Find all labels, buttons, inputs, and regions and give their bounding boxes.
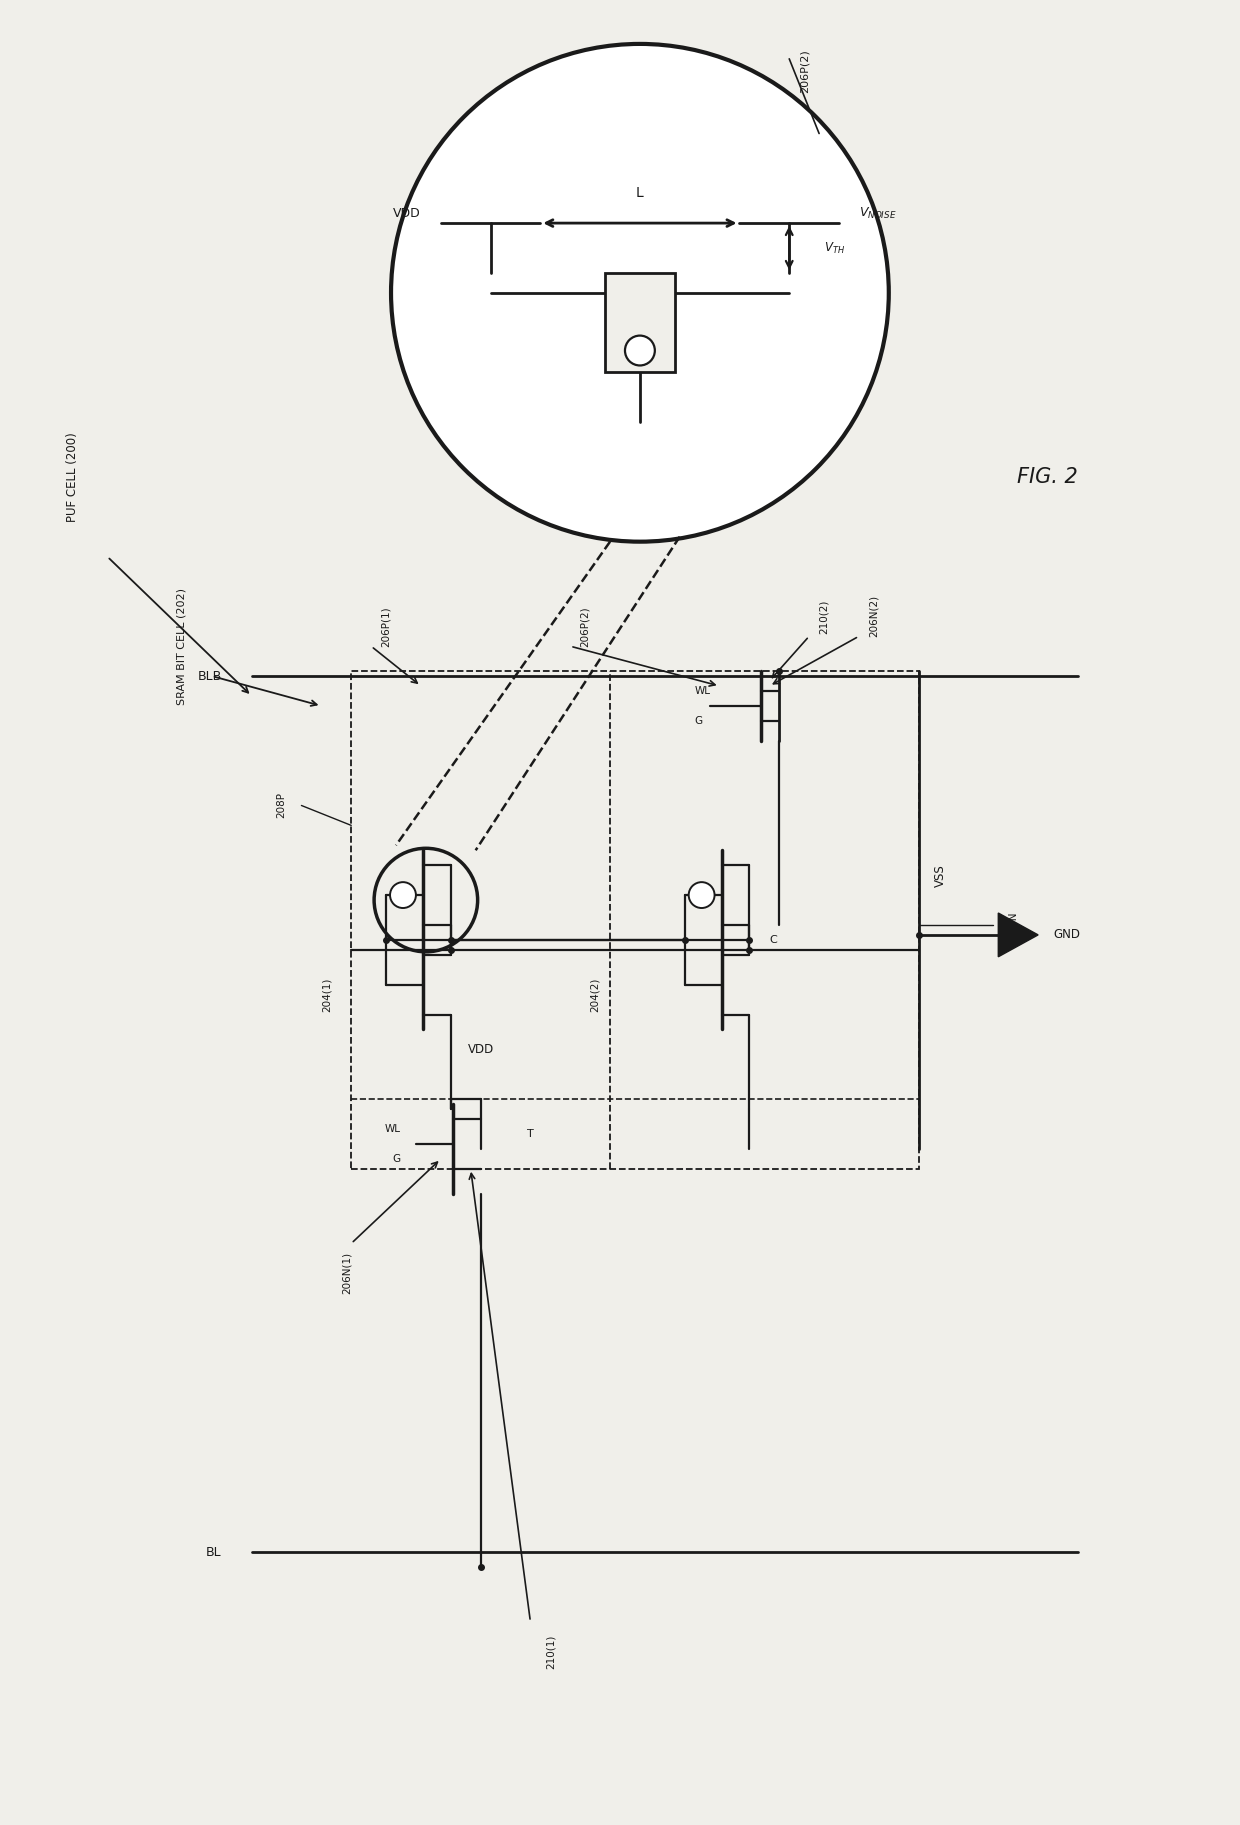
Text: L: L [636,186,644,201]
Text: VDD: VDD [393,206,420,219]
Text: 208N: 208N [1008,911,1018,938]
Text: $V_{TH}$: $V_{TH}$ [825,241,846,256]
Text: SRAM BIT CELL (202): SRAM BIT CELL (202) [177,588,187,704]
Text: GND: GND [1053,929,1080,942]
Text: 206P(2): 206P(2) [580,606,590,646]
Bar [605,274,675,372]
Text: G: G [393,1153,401,1164]
Text: VDD: VDD [467,1042,494,1057]
Text: 206N(2): 206N(2) [869,595,879,637]
Text: PUF CELL (200): PUF CELL (200) [66,433,79,522]
Text: 210(1): 210(1) [546,1635,556,1668]
Text: 208P: 208P [277,792,286,818]
Text: BLB: BLB [197,670,222,683]
Text: BL: BL [206,1546,222,1559]
Text: 206N(1): 206N(1) [341,1252,351,1294]
Text: 204(2): 204(2) [590,978,600,1011]
Text: 204(1): 204(1) [321,978,331,1011]
Circle shape [688,881,714,909]
Text: VSS: VSS [934,863,946,887]
Text: 206P(2): 206P(2) [800,49,810,93]
Circle shape [625,336,655,365]
Polygon shape [998,912,1038,956]
Text: T: T [527,1130,533,1139]
Circle shape [391,44,889,542]
Text: $V_{NOISE}$: $V_{NOISE}$ [859,206,897,221]
Bar [351,672,919,1168]
Text: WL: WL [694,686,711,695]
Circle shape [391,881,415,909]
Text: C: C [769,934,777,945]
Text: 210(2): 210(2) [820,599,830,633]
Text: FIG. 2: FIG. 2 [1017,467,1078,487]
Text: G: G [694,715,703,726]
Text: WL: WL [384,1124,401,1133]
Text: 206P(1): 206P(1) [381,606,391,646]
